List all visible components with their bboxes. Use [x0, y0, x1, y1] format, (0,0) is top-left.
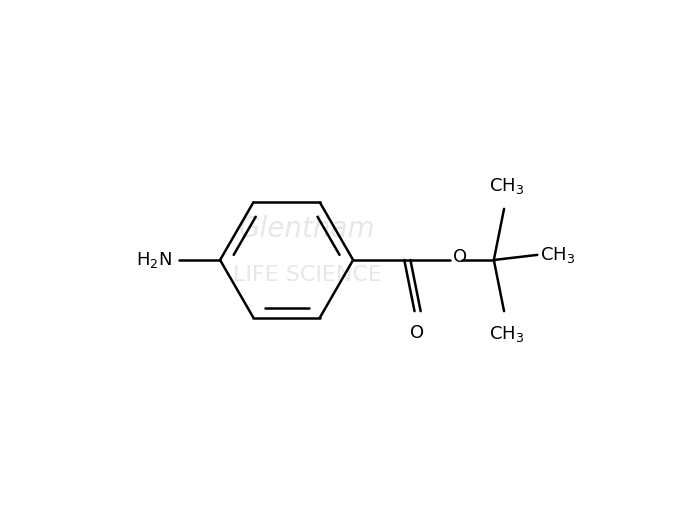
- Text: LIFE SCIENCE: LIFE SCIENCE: [232, 265, 381, 285]
- Text: $\mathregular{CH_3}$: $\mathregular{CH_3}$: [489, 176, 524, 196]
- Text: $\mathregular{H_2N}$: $\mathregular{H_2N}$: [136, 250, 171, 270]
- Text: $\mathregular{CH_3}$: $\mathregular{CH_3}$: [489, 324, 524, 344]
- Text: $\mathregular{CH_3}$: $\mathregular{CH_3}$: [540, 245, 575, 265]
- Text: O: O: [453, 249, 467, 266]
- Text: Glentham: Glentham: [239, 215, 375, 243]
- Text: O: O: [410, 324, 424, 342]
